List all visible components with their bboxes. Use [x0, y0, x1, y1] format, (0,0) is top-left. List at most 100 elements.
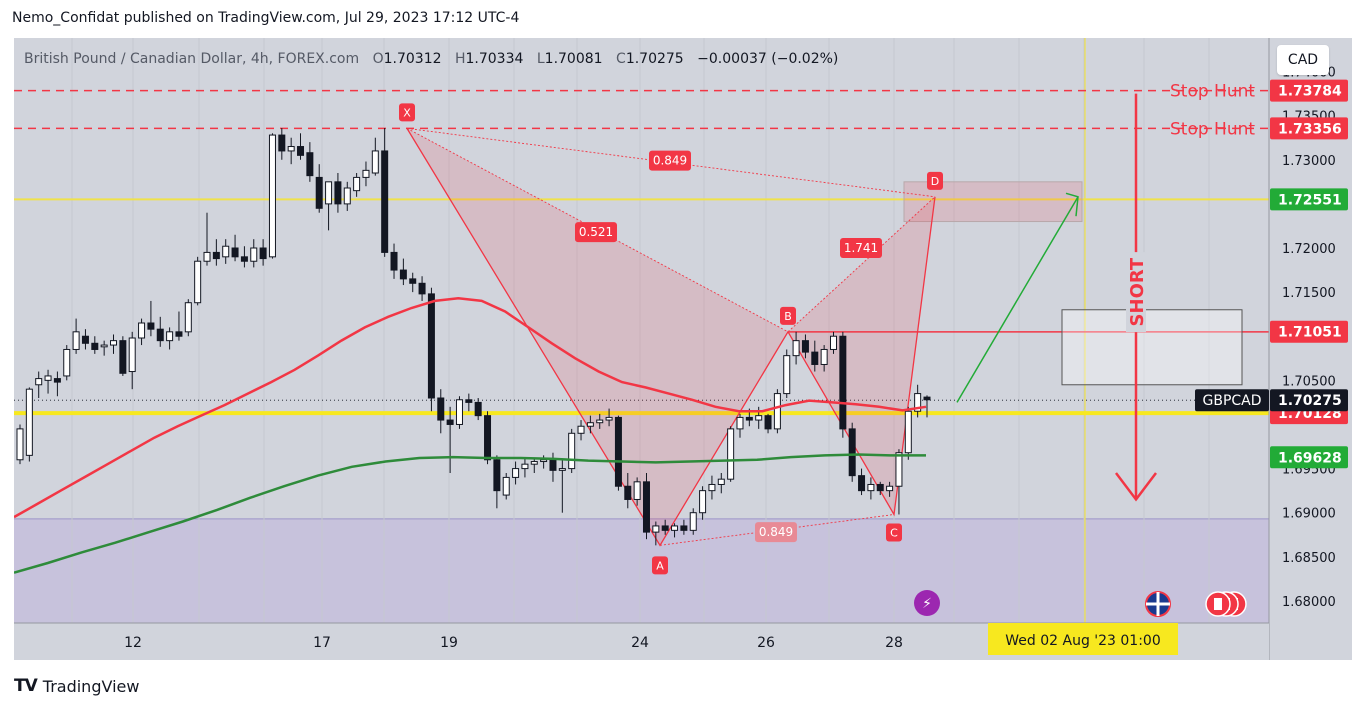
currency-button[interactable]: CAD — [1277, 45, 1329, 75]
candle-body — [558, 468, 566, 471]
price-badge-label: 1.73784 — [1278, 84, 1342, 100]
price-badge — [1270, 389, 1348, 412]
pattern-ratio-line — [406, 127, 936, 198]
time-tick-label: 26 — [757, 635, 775, 651]
candle-body — [614, 416, 622, 487]
pattern-triangle-bcd — [788, 196, 935, 515]
candle-body — [773, 393, 781, 430]
candle-body — [81, 335, 89, 344]
projection-arrow-head — [1065, 192, 1079, 217]
canada-flag-band — [1214, 598, 1222, 610]
candle-body — [886, 485, 894, 492]
pattern-point-badge — [927, 171, 943, 190]
tradingview-brand[interactable]: TV TradingView — [14, 676, 139, 696]
price-tick-label: 1.72000 — [1282, 242, 1336, 257]
short-label: SHORT — [1127, 257, 1148, 326]
tradingview-logo-icon: TV — [14, 676, 38, 696]
candle-body — [764, 415, 772, 430]
candle-body — [652, 525, 660, 533]
publisher-caption: Nemo_Confidat published on TradingView.c… — [12, 10, 520, 26]
candle-body — [895, 452, 903, 487]
candle-body — [755, 415, 763, 421]
candle-body — [839, 335, 847, 430]
candle-body — [119, 340, 127, 374]
chart-canvas[interactable]: Stop Hunt Stop Hunt SHORT X A B C D 0.849 0.521 1.… — [14, 38, 1352, 660]
ratio-label: 0.849 — [759, 525, 793, 539]
consolidation-box — [1061, 309, 1243, 386]
pattern-point-badge — [399, 103, 415, 122]
candle-body — [727, 428, 735, 480]
candle-body — [699, 490, 707, 514]
close-value: 1.70275 — [625, 51, 684, 67]
time-tick-label: 12 — [124, 635, 142, 651]
candle-body — [848, 428, 856, 477]
price-badge — [1270, 446, 1348, 469]
pattern-triangle-xab — [407, 128, 788, 546]
candle-body — [35, 378, 43, 386]
ratio-badge — [755, 522, 797, 543]
short-label-bg — [1126, 252, 1146, 333]
candle-body — [820, 348, 828, 365]
time-cursor-badge — [988, 623, 1178, 655]
short-arrow-head — [1115, 472, 1157, 502]
candle-body — [661, 525, 669, 531]
symbol-title[interactable]: British Pound / Canadian Dollar, 4h, FOR… — [24, 51, 360, 67]
change-value: −0.00037 (−0.02%) — [697, 51, 839, 67]
candle-body — [91, 342, 99, 350]
price-tick-label: 1.68000 — [1282, 595, 1336, 610]
candle-body — [530, 461, 538, 465]
candle-body — [259, 247, 267, 260]
close-label: C — [616, 51, 626, 67]
price-axis[interactable] — [1269, 38, 1352, 660]
price-badge-label: 1.71051 — [1278, 325, 1342, 341]
candle-body — [287, 146, 295, 152]
candle-body — [717, 478, 725, 485]
range-zone — [14, 518, 1269, 623]
price-badge — [1270, 117, 1348, 140]
candle-body — [25, 388, 33, 456]
candle-body — [642, 481, 650, 533]
candle-body — [194, 260, 202, 304]
candle-body — [914, 393, 922, 412]
candle-body — [455, 399, 463, 425]
candle-body — [858, 475, 866, 492]
candle-body — [63, 348, 71, 377]
candle-body — [409, 278, 417, 284]
ratio-label: 1.741 — [844, 241, 878, 255]
candle-body — [44, 375, 52, 381]
ratio-badge — [649, 150, 691, 171]
price-tick-label: 1.68500 — [1282, 551, 1336, 566]
candle-body — [904, 410, 912, 454]
candle-body — [250, 247, 258, 262]
candle-body — [184, 302, 192, 333]
candle-body — [474, 401, 482, 417]
candle-body — [867, 483, 875, 492]
time-tick-label: 24 — [631, 635, 649, 651]
candle-body — [166, 331, 174, 342]
candle-body — [297, 146, 305, 156]
stop-hunt-label: Stop Hunt — [1170, 119, 1255, 139]
price-badge — [1270, 188, 1348, 211]
lightning-icon[interactable] — [914, 590, 940, 616]
chart-area[interactable]: Stop Hunt Stop Hunt SHORT X A B C D 0.849 0.521 1.… — [14, 38, 1352, 660]
candle-body — [100, 344, 108, 348]
candle-body — [437, 397, 445, 421]
candle-body — [362, 169, 370, 178]
pattern-point-label: B — [784, 310, 792, 323]
candle-body — [138, 322, 146, 339]
candle-body — [325, 181, 333, 205]
candle-body — [549, 459, 557, 471]
candle-body — [811, 351, 819, 365]
candle-body — [792, 340, 800, 357]
time-tick-label: 17 — [313, 635, 331, 651]
price-badge — [1270, 320, 1348, 343]
candle-body — [568, 432, 576, 470]
candle-body — [147, 322, 155, 330]
ratio-label: 0.521 — [579, 225, 613, 239]
candle-body — [53, 378, 61, 383]
high-label: H — [454, 51, 466, 67]
pattern-point-label: A — [656, 559, 664, 572]
low-label: L — [536, 51, 545, 67]
pattern-point-label: C — [890, 526, 898, 539]
ratio-badge — [840, 238, 882, 258]
